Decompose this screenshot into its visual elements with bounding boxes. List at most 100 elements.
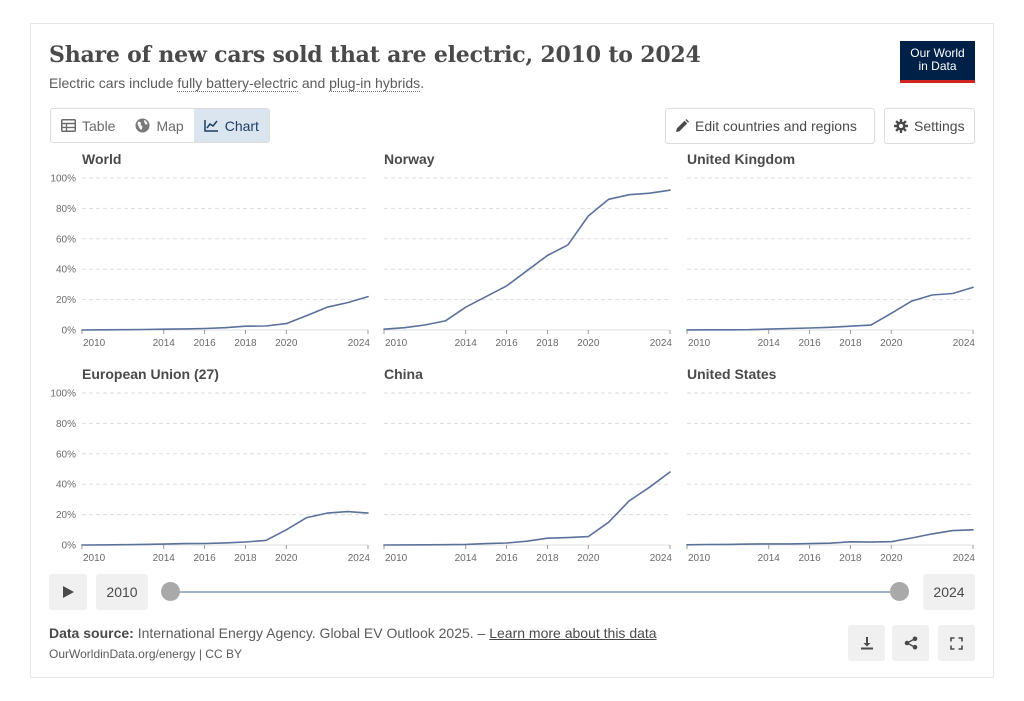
x-tick-label-norway: 2014 bbox=[455, 338, 478, 349]
y-tick-label-european-union-27: 100% bbox=[50, 389, 76, 400]
timeline-track[interactable] bbox=[171, 591, 900, 593]
series-line-european-union-27[interactable] bbox=[81, 510, 369, 546]
x-tick-label-china: 2020 bbox=[577, 553, 600, 564]
x-tick-label-china: 2016 bbox=[495, 553, 518, 564]
panel-title-world: World bbox=[82, 151, 121, 167]
x-tick-label-norway: 2010 bbox=[385, 338, 408, 349]
view-tabs: Table Map Chart bbox=[50, 108, 270, 143]
x-tick-label-united-states: 2020 bbox=[880, 553, 903, 564]
tab-chart[interactable]: Chart bbox=[193, 109, 269, 142]
x-tick-label-norway: 2024 bbox=[650, 338, 673, 349]
plug-in-hybrids-link[interactable]: plug-in hybrids bbox=[329, 75, 421, 92]
x-tick-label-united-kingdom: 2024 bbox=[953, 338, 976, 349]
license-text: OurWorldinData.org/energy | CC BY bbox=[49, 647, 242, 661]
x-tick-label-world: 2018 bbox=[234, 338, 257, 349]
x-tick-label-china: 2018 bbox=[536, 553, 559, 564]
battery-electric-link[interactable]: fully battery-electric bbox=[177, 75, 298, 92]
y-tick-label-world: 100% bbox=[50, 174, 76, 185]
y-tick-label-european-union-27: 20% bbox=[56, 510, 76, 521]
expand-icon bbox=[950, 636, 963, 650]
x-tick-label-european-union-27: 2010 bbox=[83, 553, 106, 564]
x-tick-label-world: 2014 bbox=[153, 338, 176, 349]
x-tick-label-china: 2024 bbox=[650, 553, 673, 564]
series-line-united-states[interactable] bbox=[686, 528, 974, 546]
x-tick-label-united-kingdom: 2016 bbox=[798, 338, 821, 349]
x-tick-label-world: 2016 bbox=[193, 338, 216, 349]
pencil-icon bbox=[676, 119, 689, 132]
x-tick-label-united-states: 2014 bbox=[758, 553, 781, 564]
x-tick-label-european-union-27: 2018 bbox=[234, 553, 257, 564]
panel-title-united-kingdom: United Kingdom bbox=[687, 151, 795, 167]
x-tick-label-world: 2024 bbox=[348, 338, 371, 349]
x-tick-label-european-union-27: 2020 bbox=[275, 553, 298, 564]
x-tick-label-united-states: 2016 bbox=[798, 553, 821, 564]
series-line-norway[interactable] bbox=[383, 189, 671, 331]
x-tick-label-norway: 2016 bbox=[495, 338, 518, 349]
tab-map-label: Map bbox=[156, 117, 184, 134]
x-tick-label-world: 2010 bbox=[83, 338, 106, 349]
line-chart-icon bbox=[203, 120, 218, 132]
timeline-start-handle[interactable] bbox=[161, 582, 180, 601]
download-button[interactable] bbox=[848, 625, 885, 661]
y-tick-label-world: 40% bbox=[56, 265, 76, 276]
share-icon bbox=[904, 636, 917, 650]
source-label: Data source: bbox=[49, 625, 134, 641]
series-line-china[interactable] bbox=[383, 471, 671, 546]
series-line-united-kingdom[interactable] bbox=[686, 286, 974, 331]
chart-title: Share of new cars sold that are electric… bbox=[49, 42, 701, 68]
y-tick-label-european-union-27: 0% bbox=[62, 541, 77, 552]
download-icon bbox=[860, 637, 873, 650]
y-tick-label-european-union-27: 40% bbox=[56, 480, 76, 491]
series-line-world[interactable] bbox=[81, 295, 369, 331]
tab-map[interactable]: Map bbox=[125, 109, 193, 142]
logo-line-2: in Data bbox=[918, 59, 957, 73]
edit-countries-button[interactable]: Edit countries and regions bbox=[665, 108, 875, 144]
x-tick-label-united-kingdom: 2018 bbox=[839, 338, 862, 349]
timeline-end-year[interactable]: 2024 bbox=[923, 574, 975, 610]
x-tick-label-united-kingdom: 2014 bbox=[758, 338, 781, 349]
table-icon bbox=[61, 119, 76, 132]
y-tick-label-european-union-27: 80% bbox=[56, 419, 76, 430]
owid-logo[interactable]: Our World in Data bbox=[900, 41, 975, 83]
data-source: Data source: International Energy Agency… bbox=[49, 625, 657, 641]
logo-line-1: Our World bbox=[910, 46, 965, 60]
x-tick-label-united-states: 2024 bbox=[953, 553, 976, 564]
panel-title-european-union-27: European Union (27) bbox=[82, 366, 219, 382]
panel-title-united-states: United States bbox=[687, 366, 777, 382]
share-button[interactable] bbox=[892, 625, 929, 661]
timeline-end-handle[interactable] bbox=[890, 582, 909, 601]
tab-chart-label: Chart bbox=[224, 117, 259, 134]
subtitle-suffix: . bbox=[420, 75, 425, 91]
settings-button[interactable]: Settings bbox=[884, 108, 975, 144]
subtitle-prefix: Electric cars include bbox=[49, 75, 178, 91]
play-button[interactable] bbox=[49, 574, 87, 610]
y-tick-label-world: 20% bbox=[56, 295, 76, 306]
timeline-start-year[interactable]: 2010 bbox=[96, 574, 148, 610]
y-tick-label-european-union-27: 60% bbox=[56, 449, 76, 460]
panel-title-china: China bbox=[384, 366, 423, 382]
y-tick-label-world: 80% bbox=[56, 204, 76, 215]
x-tick-label-european-union-27: 2024 bbox=[348, 553, 371, 564]
x-tick-label-united-states: 2010 bbox=[688, 553, 711, 564]
subtitle-middle: and bbox=[297, 75, 330, 91]
x-tick-label-united-states: 2018 bbox=[839, 553, 862, 564]
gear-icon bbox=[894, 119, 908, 133]
x-tick-label-united-kingdom: 2020 bbox=[880, 338, 903, 349]
panel-title-norway: Norway bbox=[384, 151, 435, 167]
fullscreen-button[interactable] bbox=[938, 625, 975, 661]
source-text: International Energy Agency. Global EV O… bbox=[133, 625, 490, 641]
learn-more-link[interactable]: Learn more about this data bbox=[489, 625, 657, 641]
x-tick-label-norway: 2020 bbox=[577, 338, 600, 349]
x-tick-label-united-kingdom: 2010 bbox=[688, 338, 711, 349]
tab-table[interactable]: Table bbox=[51, 109, 125, 142]
chart-subtitle: Electric cars include fully battery-elec… bbox=[49, 75, 425, 92]
x-tick-label-world: 2020 bbox=[275, 338, 298, 349]
x-tick-label-china: 2010 bbox=[385, 553, 408, 564]
play-icon bbox=[62, 586, 74, 598]
x-tick-label-china: 2014 bbox=[455, 553, 478, 564]
x-tick-label-norway: 2018 bbox=[536, 338, 559, 349]
x-tick-label-european-union-27: 2014 bbox=[153, 553, 176, 564]
globe-icon bbox=[135, 118, 150, 133]
x-tick-label-european-union-27: 2016 bbox=[193, 553, 216, 564]
